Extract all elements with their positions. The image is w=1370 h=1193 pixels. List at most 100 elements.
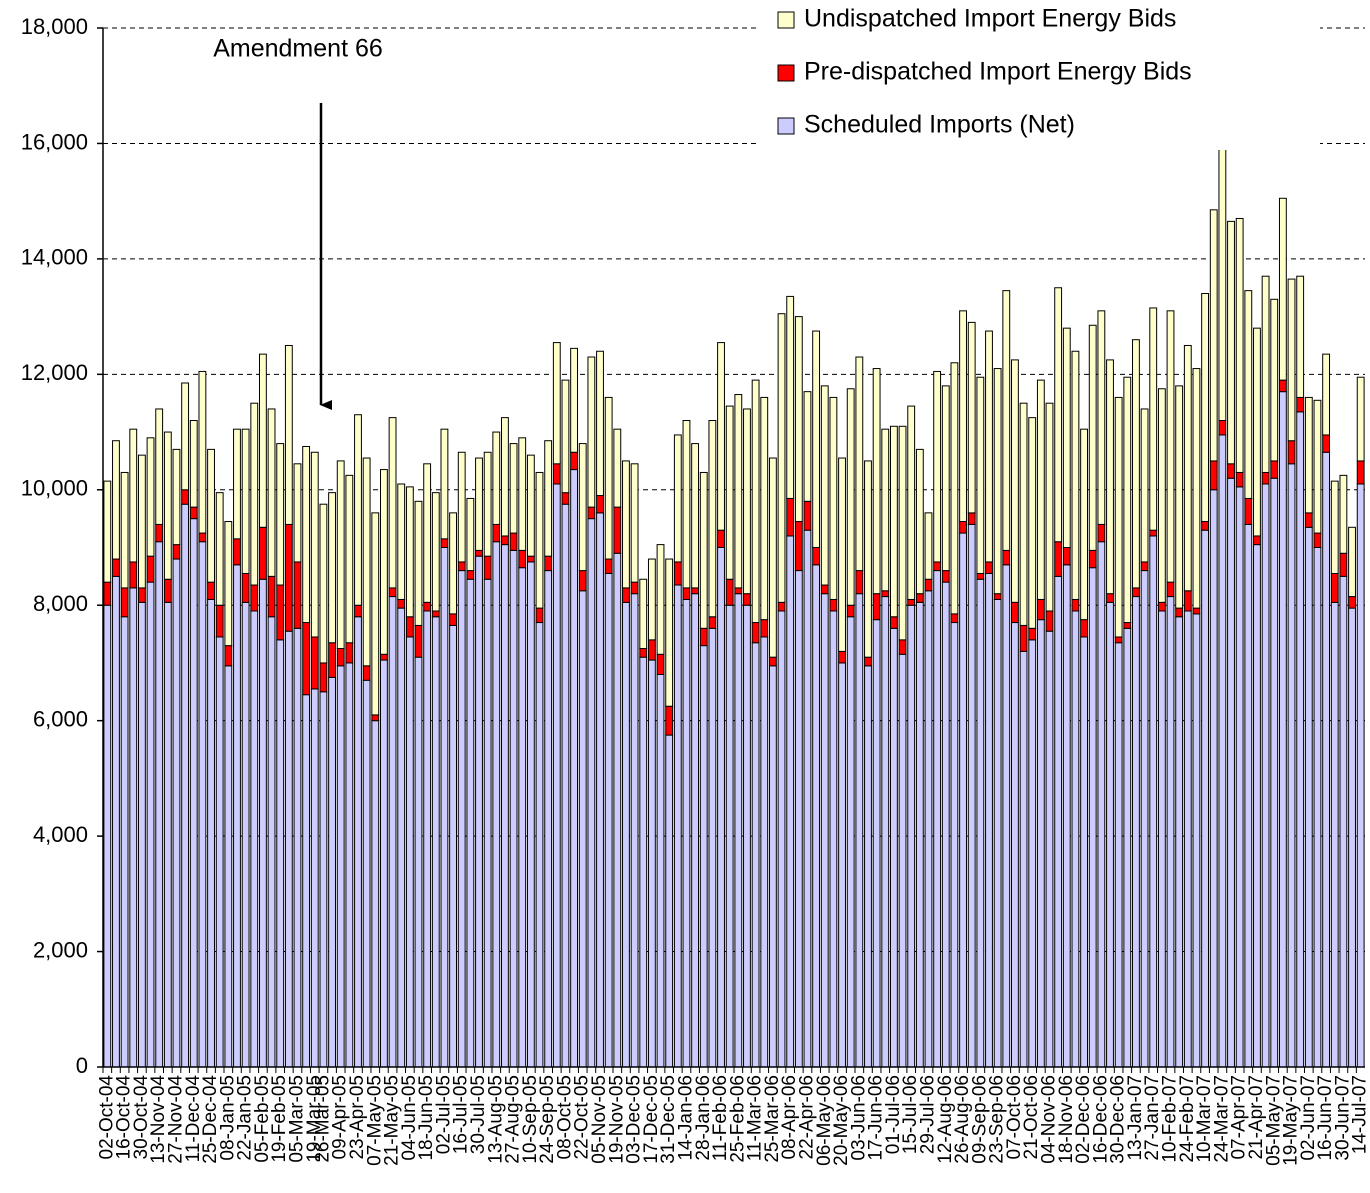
bar-segment <box>1062 327 1071 548</box>
bar-segment <box>1183 590 1192 612</box>
bar-segment <box>941 385 950 572</box>
bar-segment <box>1149 535 1158 1068</box>
bar-segment <box>647 659 656 1068</box>
bar-segment <box>1201 529 1210 1068</box>
bar-segment <box>872 368 881 595</box>
bar-segment <box>561 503 570 1068</box>
bar-segment <box>241 572 250 603</box>
bar-segment <box>112 558 120 577</box>
bar-segment <box>440 428 449 540</box>
bar-segment <box>345 642 354 664</box>
bar-segment <box>803 529 812 1068</box>
bar-segment <box>388 417 397 589</box>
bar-segment <box>267 408 276 577</box>
bar-segment <box>1106 359 1114 595</box>
bar-segment <box>561 379 570 494</box>
x-tick-label: 16-Jun-07 <box>1315 1075 1336 1161</box>
x-tick-label: 01-Jul-06 <box>883 1075 904 1154</box>
bar-segment <box>1287 440 1296 465</box>
bar-segment <box>250 584 259 612</box>
bar-segment <box>1166 581 1175 598</box>
x-tick-label: 03-Jun-06 <box>848 1075 869 1161</box>
x-tick-label: 25-Feb-06 <box>727 1075 748 1163</box>
bar-segment <box>777 601 786 612</box>
bar-segment <box>639 578 648 650</box>
bar-segment <box>526 555 535 563</box>
bar-segment <box>864 656 872 667</box>
bar-segment <box>501 535 509 546</box>
bar-segment <box>276 639 285 1068</box>
bar-segment <box>189 420 198 508</box>
bar-segment <box>1019 650 1028 1068</box>
bar-segment <box>777 313 786 603</box>
bar-segment <box>137 454 146 589</box>
bar-segment <box>388 596 397 1068</box>
y-tick-label: 14,000 <box>21 245 88 270</box>
x-tick-label: 15-Jul-06 <box>900 1075 921 1154</box>
bar-segment <box>1227 220 1235 465</box>
bar-segment <box>959 532 967 1068</box>
bar-segment <box>898 639 907 655</box>
bar-segment <box>1097 523 1106 543</box>
bar-segment <box>163 431 172 580</box>
bar-segment <box>293 627 302 1068</box>
bar-segment <box>898 425 907 641</box>
bar-segment <box>120 587 129 618</box>
bar-segment <box>1218 420 1227 436</box>
bar-segment <box>613 428 622 508</box>
bar-segment <box>682 598 691 1068</box>
bar-segment <box>440 538 449 549</box>
bar-segment <box>397 598 406 609</box>
x-tick-label: 29-Jul-06 <box>918 1075 939 1154</box>
x-tick-label: 02-Dec-06 <box>1073 1075 1094 1164</box>
x-tick-label: 30-Jul-05 <box>468 1075 489 1154</box>
bar-segment <box>440 547 449 1068</box>
bar-segment <box>1348 596 1356 609</box>
bar-segment <box>1270 298 1279 462</box>
bar-segment <box>673 561 682 586</box>
bar-segment <box>1330 572 1339 603</box>
x-tick-label: 21-Oct-06 <box>1021 1075 1042 1159</box>
bar-segment <box>103 581 112 606</box>
bar-segment <box>371 714 380 722</box>
bar-segment <box>1045 610 1054 632</box>
bar-segment <box>872 619 881 1068</box>
bar-segment <box>950 613 959 624</box>
bar-segment <box>838 457 846 652</box>
bar-segment <box>751 379 760 624</box>
bar-segment <box>803 500 812 531</box>
x-tick-label: 13-Jan-07 <box>1125 1075 1146 1161</box>
bar-segment <box>1253 327 1261 537</box>
x-tick-label: 12-Aug-06 <box>935 1075 956 1164</box>
bar-segment <box>1209 209 1218 462</box>
bar-segment <box>1036 379 1045 600</box>
x-tick-label: 08-Oct-05 <box>554 1075 575 1159</box>
bar-segment <box>535 607 544 624</box>
bar-segment <box>129 561 138 589</box>
y-tick-label: 6,000 <box>33 706 88 731</box>
x-tick-label: 24-Feb-07 <box>1177 1075 1198 1163</box>
bar-segment <box>1149 307 1158 531</box>
bar-segment <box>1114 636 1123 644</box>
bar-segment <box>673 434 682 563</box>
bar-segment <box>898 653 907 1068</box>
bar-segment <box>777 610 786 1068</box>
x-tick-label: 23-Apr-05 <box>347 1075 368 1160</box>
x-tick-label: 19-Nov-05 <box>606 1075 627 1164</box>
bar-segment <box>699 471 708 629</box>
bar-segment <box>734 593 743 1068</box>
bar-segment <box>820 385 829 586</box>
bar-segment <box>985 572 993 1068</box>
x-tick-label: 27-Aug-05 <box>503 1075 524 1164</box>
legend-label: Pre-dispatched Import Energy Bids <box>804 58 1192 86</box>
bar-segment <box>768 665 777 1068</box>
bar-segment <box>838 662 846 1068</box>
bar-segment <box>639 656 648 1068</box>
x-tick-label: 07-Oct-06 <box>1004 1075 1025 1159</box>
bar-segment <box>233 538 241 566</box>
legend: Undispatched Import Energy Bids Pre-dispa… <box>777 5 1192 139</box>
bar-segment <box>414 624 423 658</box>
bar-segment <box>734 587 743 595</box>
bar-segment <box>855 570 864 595</box>
bar-segment <box>1123 376 1132 624</box>
